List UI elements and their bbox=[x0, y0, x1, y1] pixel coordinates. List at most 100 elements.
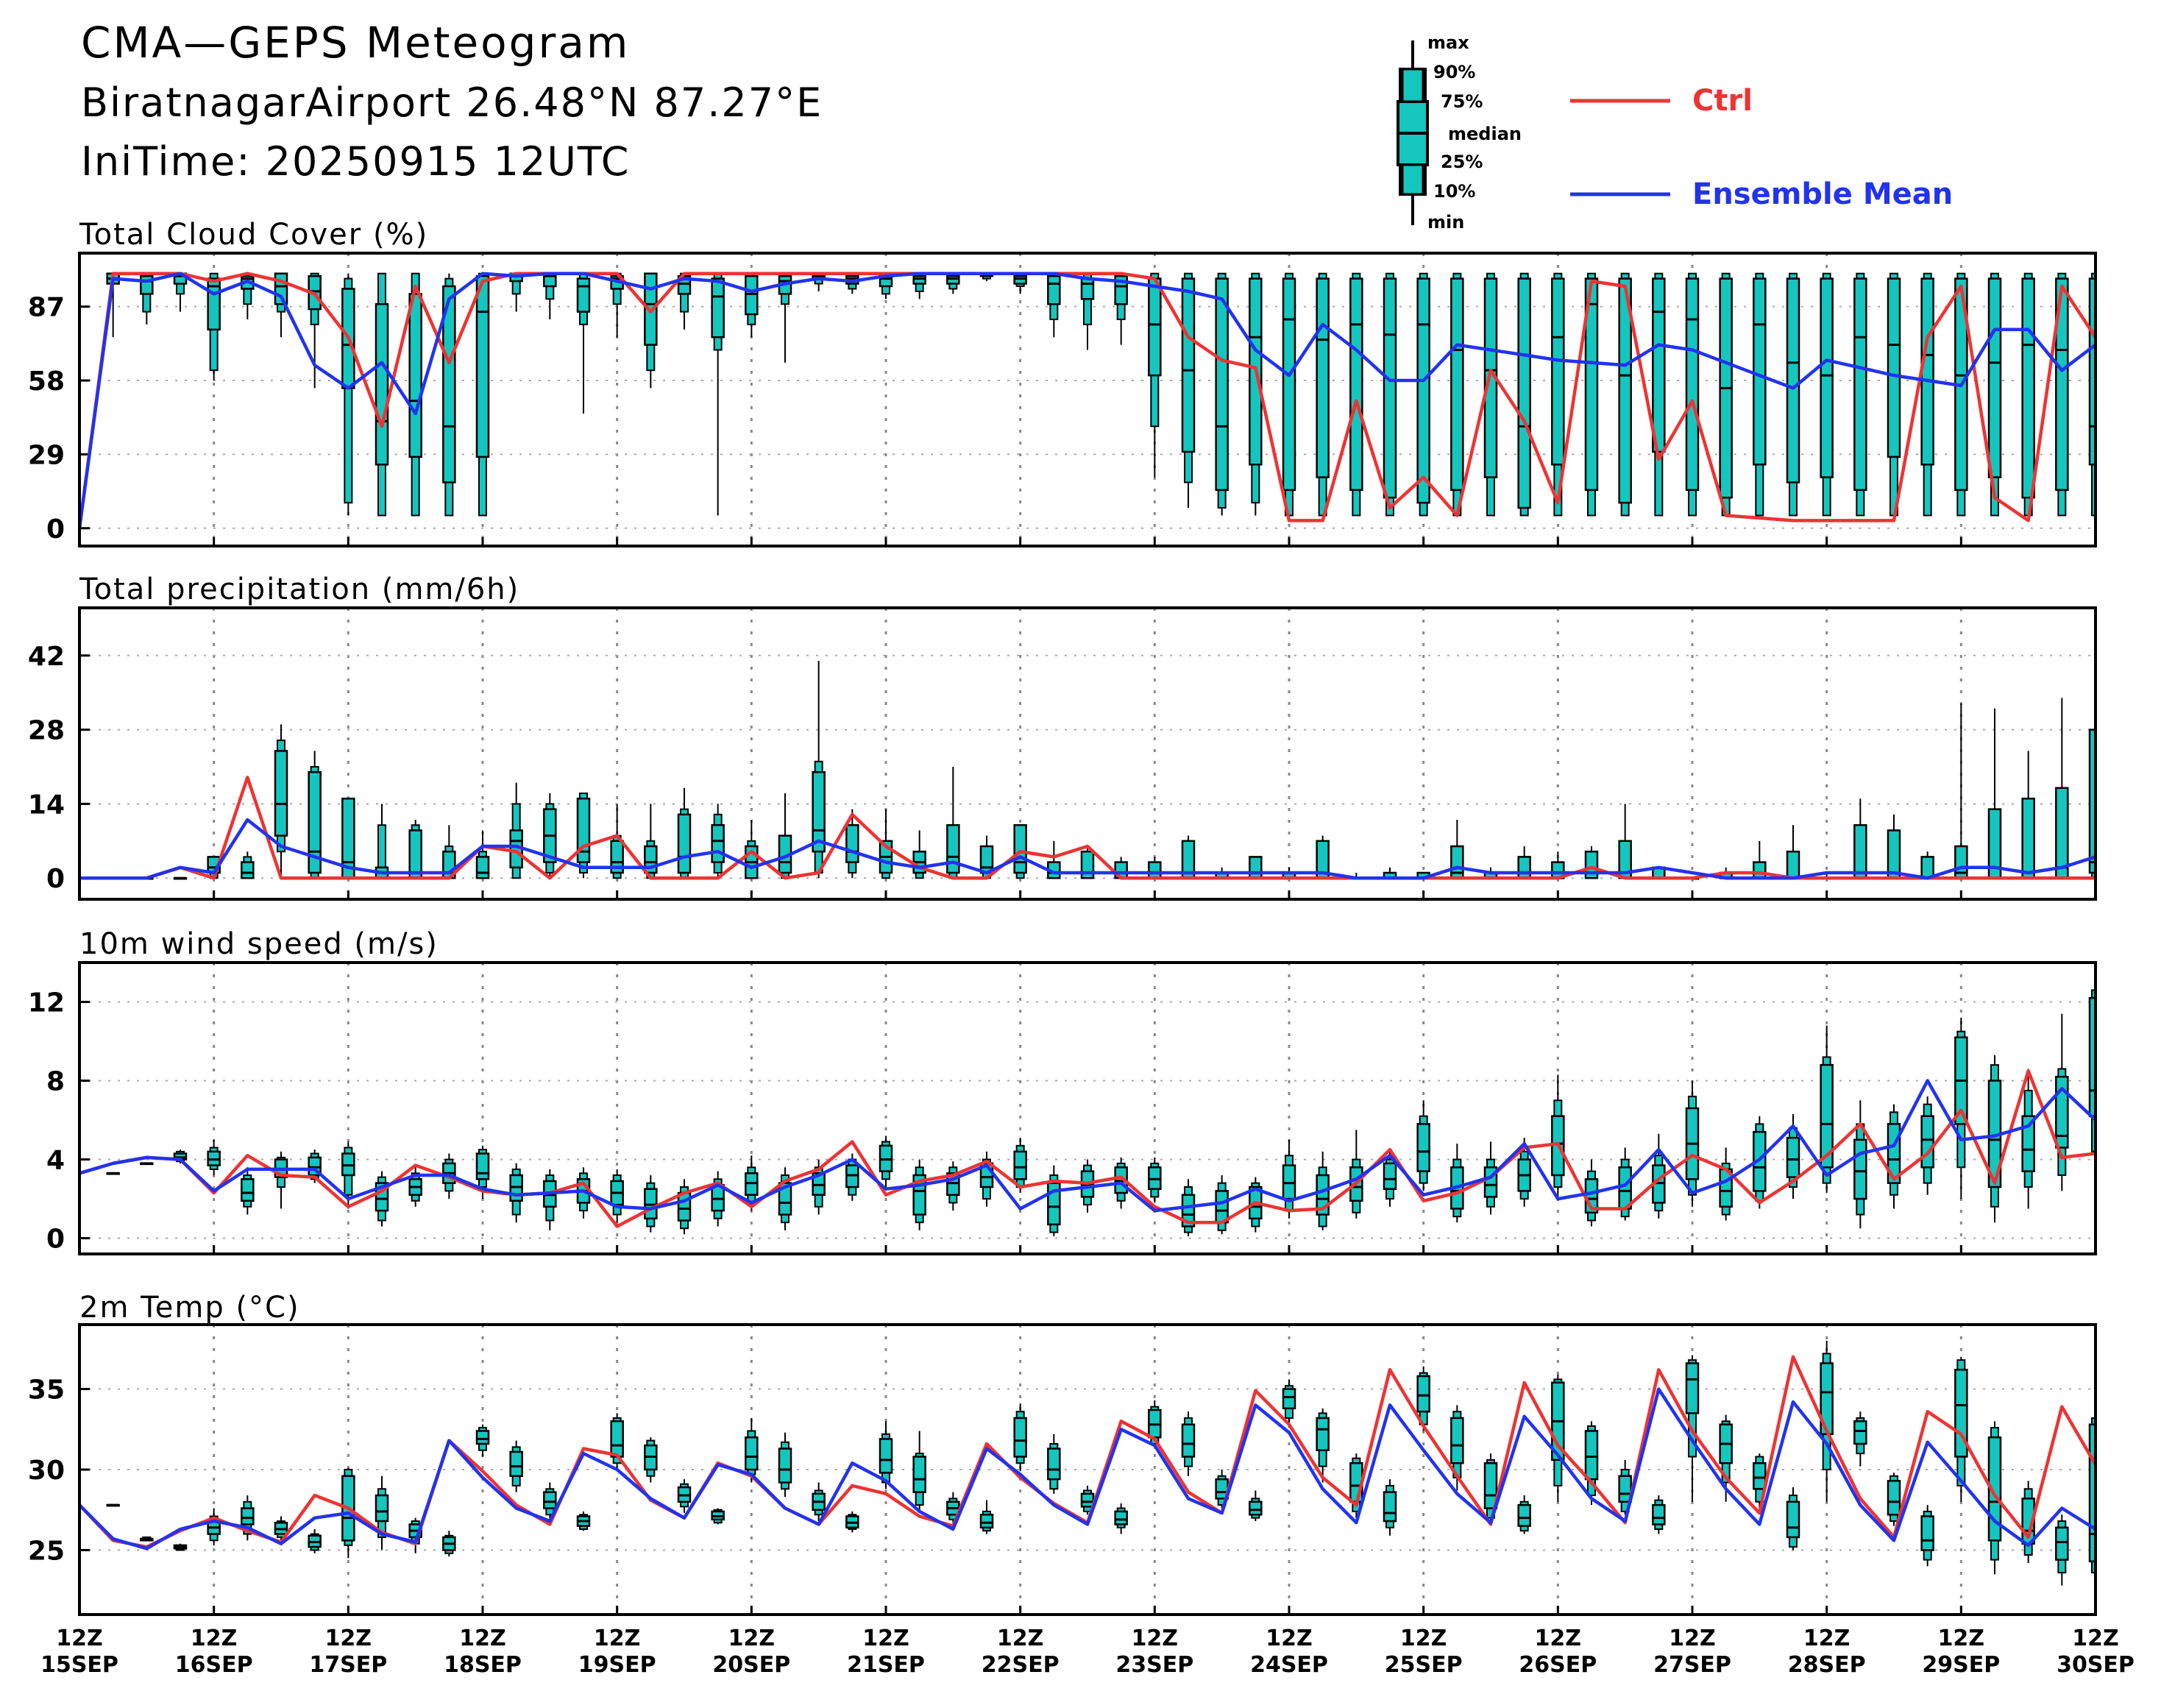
y-tick-label: 58 bbox=[28, 366, 65, 397]
box-whisker bbox=[1283, 274, 1295, 516]
box-25-75 bbox=[2023, 279, 2034, 498]
box-25-75 bbox=[1753, 862, 1765, 879]
box-whisker bbox=[914, 830, 926, 878]
box-25-75 bbox=[1015, 825, 1026, 873]
box-25-75 bbox=[611, 1421, 623, 1456]
box-25-75 bbox=[678, 1193, 690, 1220]
x-tick-hour: 12Z bbox=[1400, 1626, 1447, 1651]
x-tick-date: 15SEP bbox=[40, 1652, 118, 1678]
box-25-75 bbox=[880, 1439, 892, 1473]
box-whisker bbox=[410, 820, 422, 878]
y-tick-label: 0 bbox=[46, 1225, 65, 1255]
box-whisker bbox=[1922, 1505, 1934, 1566]
box-25-75 bbox=[1082, 279, 1093, 300]
x-tick-hour: 12Z bbox=[862, 1626, 909, 1651]
box-whisker bbox=[1854, 1100, 1866, 1228]
box-whisker bbox=[981, 1500, 993, 1534]
box-25-75 bbox=[1989, 279, 2001, 478]
x-tick-hour: 12Z bbox=[728, 1626, 776, 1651]
box-25-75 bbox=[1015, 1152, 1026, 1179]
box-25-75 bbox=[477, 276, 489, 457]
box-whisker bbox=[1888, 815, 1900, 878]
x-tick-hour: 12Z bbox=[1535, 1626, 1582, 1651]
box-whisker bbox=[645, 1175, 656, 1233]
box-whisker bbox=[2123, 1444, 2135, 1589]
box-25-75 bbox=[1787, 1502, 1799, 1537]
box-whisker bbox=[1686, 274, 1698, 516]
box-25-75 bbox=[1115, 1512, 1127, 1525]
box-25-75 bbox=[1619, 1167, 1631, 1208]
box-whisker bbox=[745, 274, 757, 338]
box-25-75 bbox=[1350, 279, 1362, 490]
x-tick-date: 27SEP bbox=[1653, 1652, 1731, 1678]
box-whisker bbox=[477, 830, 489, 878]
box-25-75 bbox=[2123, 1453, 2135, 1556]
box-whisker bbox=[342, 274, 354, 516]
y-tick-label: 0 bbox=[46, 864, 65, 894]
legend-p75-label: 75% bbox=[1441, 91, 1483, 112]
x-tick-label: 12Z25SEP bbox=[1385, 1626, 1463, 1678]
box-whisker bbox=[914, 1431, 926, 1511]
box-25-75 bbox=[1451, 1418, 1463, 1463]
box-whisker bbox=[1249, 1490, 1261, 1521]
x-tick-label: 12Z30SEP bbox=[2057, 1626, 2135, 1678]
box-whisker bbox=[578, 274, 589, 414]
box-10-90 bbox=[2126, 1447, 2133, 1582]
box-whisker bbox=[1149, 274, 1160, 478]
box-25-75 bbox=[1686, 279, 1698, 490]
x-tick-hour: 12Z bbox=[1938, 1626, 1985, 1651]
x-tick-hour: 12Z bbox=[1803, 1626, 1850, 1651]
box-25-75 bbox=[846, 825, 858, 862]
box-whisker bbox=[880, 1135, 892, 1187]
box-25-75 bbox=[1854, 279, 1866, 490]
box-whisker bbox=[275, 1152, 287, 1209]
box-25-75 bbox=[1653, 279, 1664, 452]
box-whisker bbox=[544, 793, 556, 878]
x-tick-label: 12Z15SEP bbox=[40, 1626, 118, 1678]
box-whisker bbox=[1149, 1158, 1160, 1203]
panels: Total Cloud Cover (%)0295887Total precip… bbox=[28, 218, 2161, 1615]
box-25-75 bbox=[477, 1431, 489, 1444]
box-25-75 bbox=[1082, 1494, 1093, 1507]
box-25-75 bbox=[1888, 830, 1900, 878]
box-whisker bbox=[1922, 851, 1934, 878]
x-tick-hour: 12Z bbox=[56, 1626, 103, 1651]
box-whisker bbox=[1922, 274, 1934, 516]
legend-mean-label: Ensemble Mean bbox=[1692, 177, 1953, 211]
box-25-75 bbox=[241, 1179, 253, 1200]
box-25-75 bbox=[1384, 1163, 1396, 1189]
x-tick-date: 20SEP bbox=[712, 1652, 790, 1678]
box-whisker bbox=[779, 793, 791, 878]
box-25-75 bbox=[511, 1452, 522, 1476]
x-tick-date: 21SEP bbox=[847, 1652, 925, 1678]
x-tick-date: 22SEP bbox=[982, 1652, 1060, 1678]
box-25-75 bbox=[2023, 798, 2034, 878]
legend-min-label: min bbox=[1427, 212, 1464, 233]
legend-p25-label: 25% bbox=[1441, 152, 1483, 172]
box-whisker bbox=[410, 1167, 422, 1207]
box-25-75 bbox=[410, 830, 422, 878]
panel-title: Total precipitation (mm/6h) bbox=[79, 573, 519, 606]
box-whisker bbox=[1989, 709, 2001, 878]
box-whisker bbox=[443, 1531, 455, 1556]
box-whisker bbox=[2123, 1038, 2135, 1187]
y-tick-label: 4 bbox=[46, 1146, 65, 1176]
box-whisker bbox=[1115, 274, 1127, 345]
box-25-75 bbox=[1787, 1138, 1799, 1177]
box-whisker bbox=[645, 1437, 656, 1482]
legend: max 90% 75% median 25% 10% min Ctrl Ense… bbox=[1398, 32, 1953, 233]
box-whisker bbox=[208, 1509, 220, 1545]
box-whisker bbox=[1149, 857, 1160, 878]
box-25-75 bbox=[745, 1437, 757, 1470]
y-tick-label: 87 bbox=[28, 293, 65, 323]
y-tick-label: 12 bbox=[28, 988, 65, 1018]
y-tick-label: 30 bbox=[28, 1456, 65, 1486]
box-25-75 bbox=[1317, 279, 1329, 478]
box-25-75 bbox=[1015, 1418, 1026, 1457]
box-25-75 bbox=[2157, 279, 2161, 478]
legend-p90-label: 90% bbox=[1433, 62, 1475, 82]
box-whisker bbox=[779, 1433, 791, 1498]
box-whisker bbox=[1854, 1411, 1866, 1466]
plot-area bbox=[79, 1341, 2135, 1589]
